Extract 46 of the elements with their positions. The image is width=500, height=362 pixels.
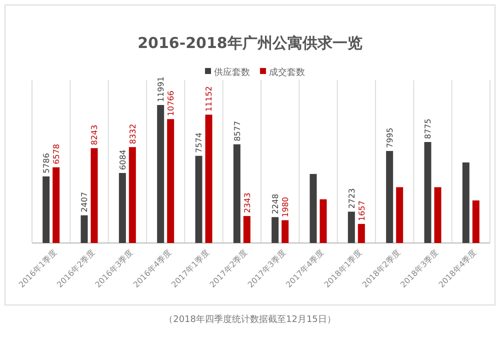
data-label: 8243: [90, 124, 100, 146]
legend-label: 成交套数: [269, 67, 305, 78]
bar: [396, 187, 404, 243]
data-label: 11152: [204, 86, 214, 112]
data-label: 8775: [424, 118, 433, 140]
bar: [386, 150, 394, 243]
bar: [272, 217, 279, 243]
data-label: 10766: [166, 90, 176, 116]
bar: [320, 199, 327, 243]
data-label: 6084: [118, 150, 128, 170]
bar: [282, 220, 289, 243]
text: （2018年四季度统计数据截至12月15日）: [164, 314, 336, 325]
bar: [358, 224, 365, 243]
data-label: 7995: [386, 128, 395, 148]
bar: [42, 176, 50, 243]
bar: [167, 119, 174, 243]
data-label: 2248: [271, 194, 280, 214]
data-label: 1657: [357, 200, 366, 221]
bar: [434, 187, 442, 243]
bar: [90, 148, 98, 243]
data-label: 1980: [281, 196, 290, 218]
bar: [310, 174, 317, 243]
bar: [80, 215, 88, 243]
bar: [128, 147, 136, 243]
bar: [118, 172, 126, 243]
data-label: 5786: [42, 153, 52, 174]
data-label: 2407: [80, 192, 90, 212]
data-label: 7574: [194, 132, 204, 153]
bar: [348, 212, 355, 243]
bar: [195, 156, 202, 243]
data-label: 8577: [232, 120, 242, 142]
bar: [462, 162, 470, 243]
bar: [52, 167, 60, 243]
data-label: 6578: [52, 144, 62, 164]
data-label: 2343: [242, 192, 252, 214]
data-label: 2723: [347, 188, 356, 209]
data-label: 11991: [156, 76, 166, 102]
chart-title: 2016-2018年广州公寓供求一览: [138, 34, 362, 52]
bar: [424, 142, 432, 243]
bar: [205, 114, 212, 243]
bar: [243, 216, 250, 243]
legend-label: 供应套数: [214, 67, 250, 78]
bar: [472, 200, 480, 243]
data-label: 8332: [128, 124, 138, 144]
bar: [157, 105, 164, 243]
bar: [233, 144, 240, 243]
